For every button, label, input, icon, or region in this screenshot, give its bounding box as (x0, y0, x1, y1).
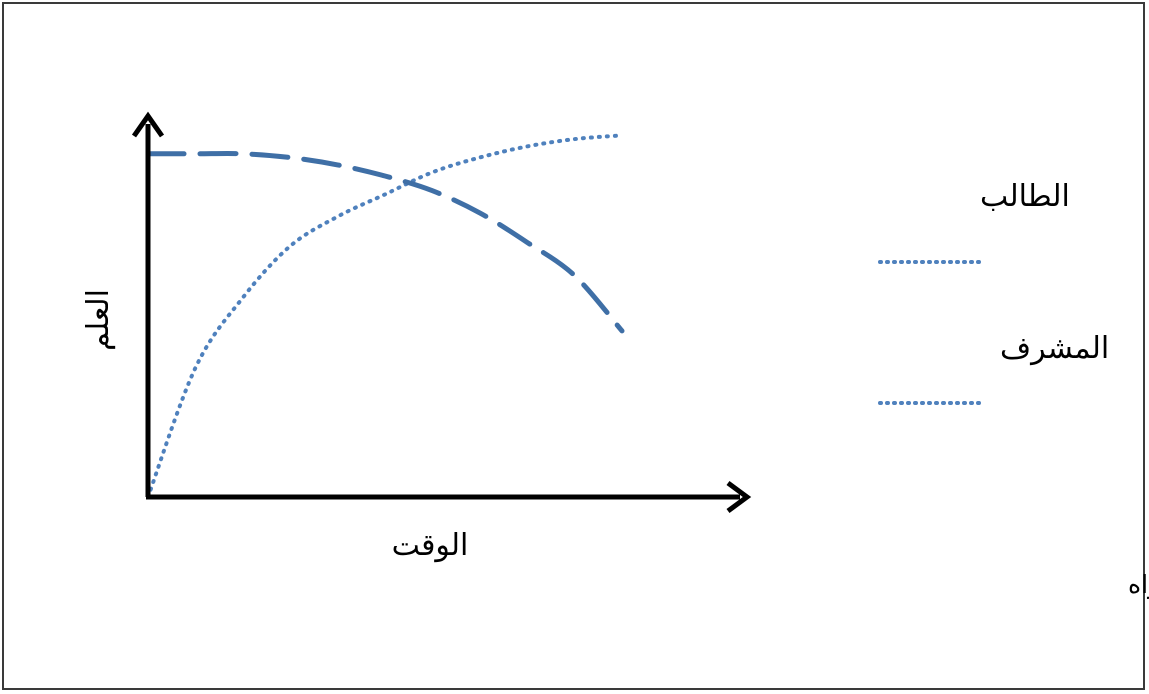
legend: الطالب المشرف (878, 179, 1109, 405)
y-axis-label: العلم (81, 289, 116, 351)
legend-label-student: الطالب (980, 179, 1070, 214)
x-axis-arrow (726, 480, 752, 514)
y-axis-arrow (131, 111, 165, 138)
figure-caption: الرسم ١: "إكس" الدكتوراه (1128, 570, 1149, 600)
series-line-student (146, 133, 624, 499)
legend-label-supervisor: المشرف (1000, 331, 1109, 366)
x-axis-label: الوقت (392, 528, 469, 563)
series-line-supervisor (145, 151, 625, 334)
series-layer (145, 133, 625, 499)
